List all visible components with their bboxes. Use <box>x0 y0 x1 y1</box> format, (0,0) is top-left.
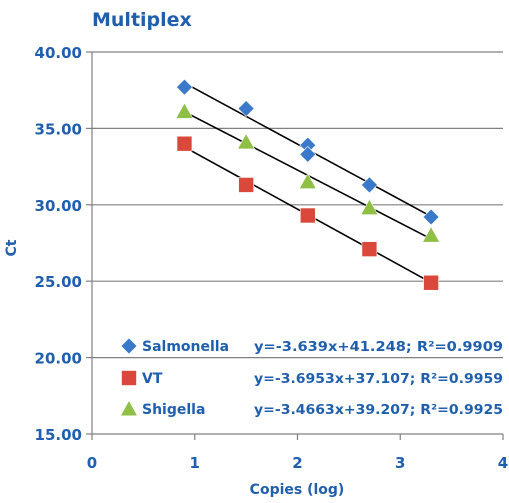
data-points <box>175 78 441 291</box>
data-point-vt <box>238 177 254 193</box>
data-point-vt <box>176 135 193 152</box>
legend-label-salmonella: Salmonella <box>142 339 229 355</box>
legend-equation-vt: y=-3.6953x+37.107; R²=0.9959 <box>254 372 503 387</box>
data-point-shigella <box>422 226 441 243</box>
y-axis-label: Ct <box>4 239 20 256</box>
data-point-vt <box>299 207 316 224</box>
y-tick-label: 15.00 <box>35 426 82 444</box>
y-tick-label: 35.00 <box>35 120 82 138</box>
legend: Salmonella y=-3.639x+41.248; R²=0.9909 VT y… <box>119 337 503 418</box>
data-point-salmonella <box>237 100 255 117</box>
grid-lines <box>92 51 503 359</box>
legend-marker-vt <box>121 370 137 386</box>
legend-label-vt: VT <box>142 371 163 387</box>
y-tick-label: 40.00 <box>35 44 82 62</box>
axes <box>86 51 504 440</box>
data-point-shigella <box>298 172 317 189</box>
data-point-vt <box>423 274 439 291</box>
x-tick-label: 1 <box>190 454 200 472</box>
chart-title: Multiplex <box>92 9 192 31</box>
data-point-salmonella <box>299 145 317 163</box>
y-tick-label: 20.00 <box>35 350 82 368</box>
y-tick-label: 30.00 <box>35 197 82 215</box>
x-tick-label: 3 <box>395 454 405 472</box>
legend-marker-shigella <box>119 399 139 417</box>
data-point-shigella <box>360 198 379 215</box>
x-tick-label: 2 <box>292 454 302 472</box>
x-axis-label: Copies (log) <box>250 482 345 498</box>
tick-labels: 15.00 20.00 25.00 30.00 35.00 40.00 0 1 2 3 4 <box>35 44 509 472</box>
x-tick-label: 4 <box>498 454 508 472</box>
legend-equation-salmonella: y=-3.639x+41.248; R²=0.9909 <box>254 340 503 355</box>
data-point-salmonella <box>176 78 193 96</box>
data-point-shigella <box>175 102 194 119</box>
y-tick-label: 25.00 <box>35 273 82 291</box>
data-point-vt <box>361 241 378 257</box>
data-point-salmonella <box>422 208 440 226</box>
data-point-shigella <box>237 133 256 150</box>
data-point-salmonella <box>361 176 378 194</box>
legend-equation-shigella: y=-3.4663x+39.207; R²=0.9925 <box>254 403 503 418</box>
legend-marker-salmonella <box>120 337 138 355</box>
x-tick-label: 0 <box>87 454 97 472</box>
legend-label-shigella: Shigella <box>142 402 205 418</box>
